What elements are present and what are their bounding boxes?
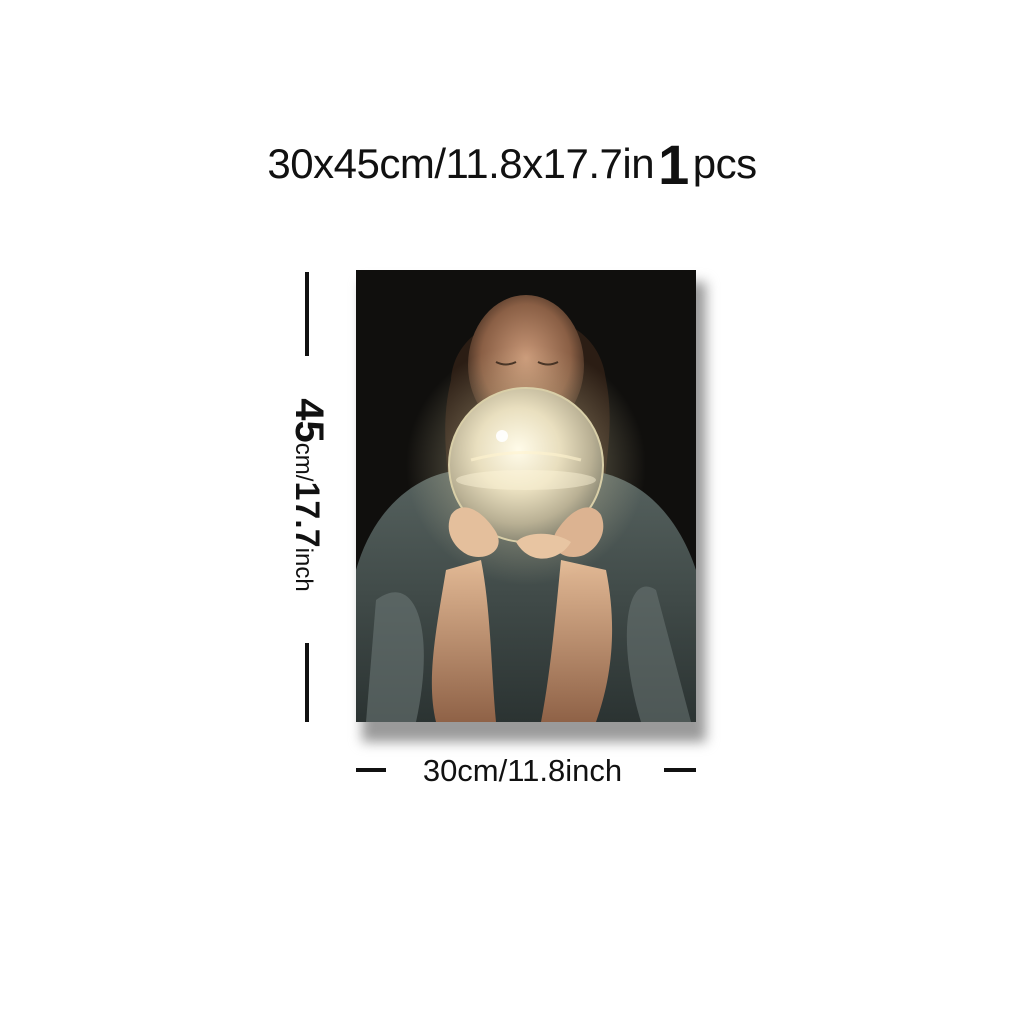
width-dimension-line-left: [356, 768, 386, 772]
height-unit: cm/: [290, 442, 317, 482]
height-inch-number: 17.7: [288, 481, 326, 548]
width-dimension-label: 30cm/11.8inch: [422, 753, 623, 788]
product-size-title: 30x45cm/11.8x17.7in1pcs: [0, 137, 1024, 193]
artwork-painting: [356, 270, 696, 722]
quantity-unit: pcs: [692, 140, 757, 187]
height-inch-unit: inch: [290, 547, 317, 592]
size-text: 30x45cm/11.8x17.7in: [267, 140, 655, 187]
height-dimension-line-bottom: [305, 643, 309, 722]
canvas-print: [356, 270, 696, 722]
width-dimension-line-right: [664, 768, 696, 772]
height-dimension-line-top: [305, 272, 309, 356]
height-number: 45: [287, 398, 331, 443]
quantity-number: 1: [658, 133, 689, 196]
